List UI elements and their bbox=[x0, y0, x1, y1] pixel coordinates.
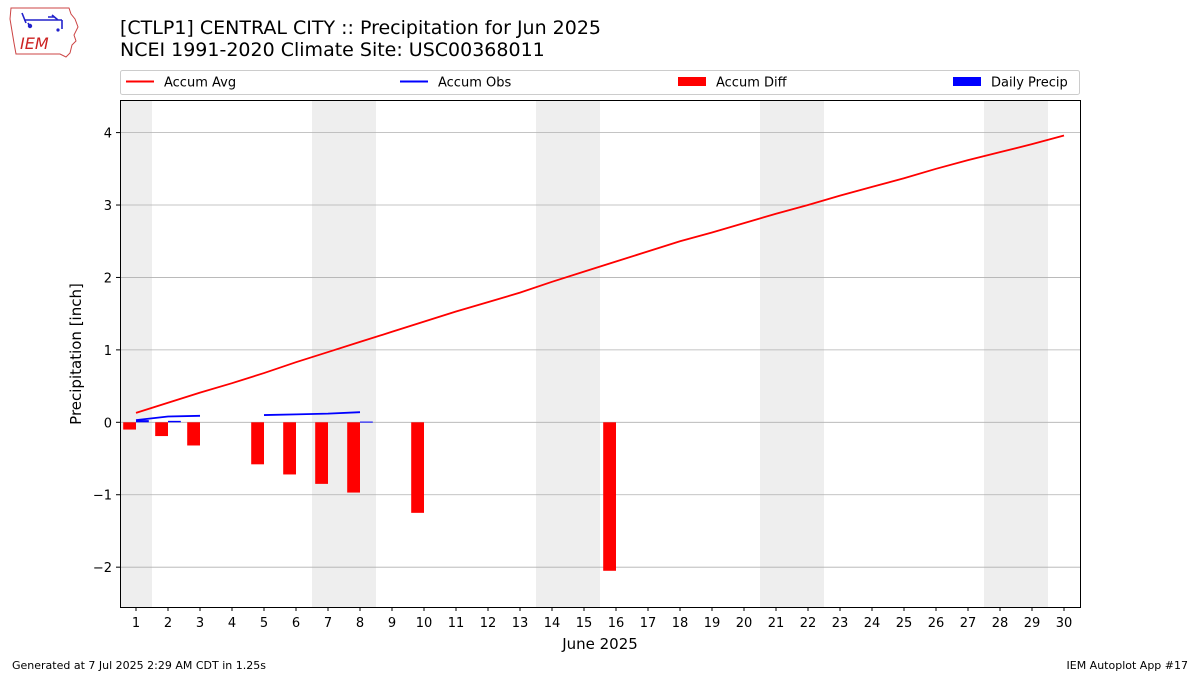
legend-accum-diff-label: Accum Diff bbox=[716, 76, 788, 91]
x-tick-label: 29 bbox=[1024, 616, 1041, 631]
legend-daily-precip-swatch bbox=[953, 77, 981, 86]
x-tick-label: 28 bbox=[992, 616, 1009, 631]
x-tick-label: 24 bbox=[864, 616, 881, 631]
legend: Accum Avg Accum Obs Accum Diff Daily Precip bbox=[120, 70, 1080, 95]
sensor-dot-icon bbox=[27, 23, 33, 29]
weather-station-icon bbox=[21, 12, 63, 29]
y-axis: −2 −1 0 1 2 3 4 bbox=[93, 127, 120, 576]
x-tick-label: 14 bbox=[544, 616, 561, 631]
x-tick-label: 6 bbox=[292, 616, 300, 631]
x-tick-label: 23 bbox=[832, 616, 849, 631]
legend-accum-avg-label: Accum Avg bbox=[164, 76, 236, 91]
autoplot-app-label: IEM Autoplot App #17 bbox=[1066, 659, 1189, 672]
legend-daily-precip-label: Daily Precip bbox=[991, 76, 1068, 91]
x-tick-label: 5 bbox=[260, 616, 268, 631]
weekend-shade-3 bbox=[760, 100, 824, 607]
accum-diff-bar-4 bbox=[283, 422, 296, 475]
accum-diff-bar-6 bbox=[347, 422, 360, 493]
x-tick-label: 10 bbox=[416, 616, 433, 631]
y-tick-label: 0 bbox=[104, 416, 112, 431]
x-axis: 1 2 3 4 5 6 7 8 9 10 11 12 13 14 15 16 17 18 19 20 21 22 23 24 2… bbox=[132, 607, 1072, 631]
x-tick-label: 3 bbox=[196, 616, 204, 631]
x-tick-label: 9 bbox=[388, 616, 396, 631]
x-tick-label: 2 bbox=[164, 616, 172, 631]
chart-title: [CTLP1] CENTRAL CITY :: Precipitation fo… bbox=[120, 17, 602, 39]
x-tick-label: 18 bbox=[672, 616, 689, 631]
accum-diff-bar-8 bbox=[603, 422, 616, 571]
y-axis-label: Precipitation [inch] bbox=[67, 283, 85, 425]
x-tick-label: 19 bbox=[704, 616, 721, 631]
x-tick-label: 30 bbox=[1056, 616, 1073, 631]
x-tick-label: 16 bbox=[608, 616, 625, 631]
weekend-shade-4 bbox=[984, 100, 1048, 607]
accum-diff-bar-1 bbox=[155, 422, 168, 437]
accum-diff-bar-5 bbox=[315, 422, 328, 484]
y-tick-label: −1 bbox=[93, 489, 112, 504]
x-tick-label: 13 bbox=[512, 616, 529, 631]
grid-lines bbox=[120, 132, 1080, 568]
plot-frame bbox=[120, 100, 1081, 608]
accum-diff-bar-2 bbox=[187, 422, 200, 446]
x-tick-label: 27 bbox=[960, 616, 977, 631]
x-tick-label: 22 bbox=[800, 616, 817, 631]
y-tick-label: 1 bbox=[104, 344, 112, 359]
x-tick-label: 26 bbox=[928, 616, 945, 631]
weekend-shade-2 bbox=[536, 100, 600, 607]
daily-precip-bar-2 bbox=[360, 421, 373, 423]
x-tick-label: 20 bbox=[736, 616, 753, 631]
generated-timestamp: Generated at 7 Jul 2025 2:29 AM CDT in 1… bbox=[12, 659, 266, 672]
sensor-dot-icon-2 bbox=[56, 28, 60, 32]
legend-accum-diff-swatch bbox=[678, 77, 706, 86]
y-tick-label: 3 bbox=[104, 199, 112, 214]
daily-precip-bar-0 bbox=[136, 420, 149, 423]
x-tick-label: 12 bbox=[480, 616, 497, 631]
x-tick-label: 4 bbox=[228, 616, 236, 631]
bar-marks bbox=[123, 420, 616, 571]
x-tick-label: 25 bbox=[896, 616, 913, 631]
line-marks bbox=[135, 134, 1065, 422]
x-tick-label: 15 bbox=[576, 616, 593, 631]
x-tick-label: 1 bbox=[132, 616, 140, 631]
x-tick-label: 17 bbox=[640, 616, 657, 631]
y-tick-label: 2 bbox=[104, 271, 112, 286]
x-tick-label: 8 bbox=[356, 616, 364, 631]
accum-diff-bar-3 bbox=[251, 422, 264, 465]
x-tick-label: 21 bbox=[768, 616, 785, 631]
daily-precip-bar-1 bbox=[168, 420, 181, 423]
weekend-shade-0 bbox=[120, 100, 152, 607]
x-tick-label: 11 bbox=[448, 616, 465, 631]
accum-obs-line-1 bbox=[263, 411, 361, 416]
chart-subtitle: NCEI 1991-2020 Climate Site: USC00368011 bbox=[120, 39, 545, 61]
accum-diff-bar-0 bbox=[123, 422, 136, 430]
logo-text: IEM bbox=[20, 34, 49, 53]
y-tick-label: −2 bbox=[93, 561, 112, 576]
accum-avg-line bbox=[135, 134, 1065, 414]
x-tick-label: 7 bbox=[324, 616, 332, 631]
legend-accum-obs-label: Accum Obs bbox=[438, 76, 511, 91]
iem-logo: IEM bbox=[9, 7, 79, 58]
y-tick-label: 4 bbox=[104, 127, 112, 142]
legend-frame bbox=[120, 70, 1080, 95]
accum-diff-bar-7 bbox=[411, 422, 424, 513]
accum-obs-line-0 bbox=[135, 414, 201, 422]
x-axis-label: June 2025 bbox=[561, 635, 638, 653]
